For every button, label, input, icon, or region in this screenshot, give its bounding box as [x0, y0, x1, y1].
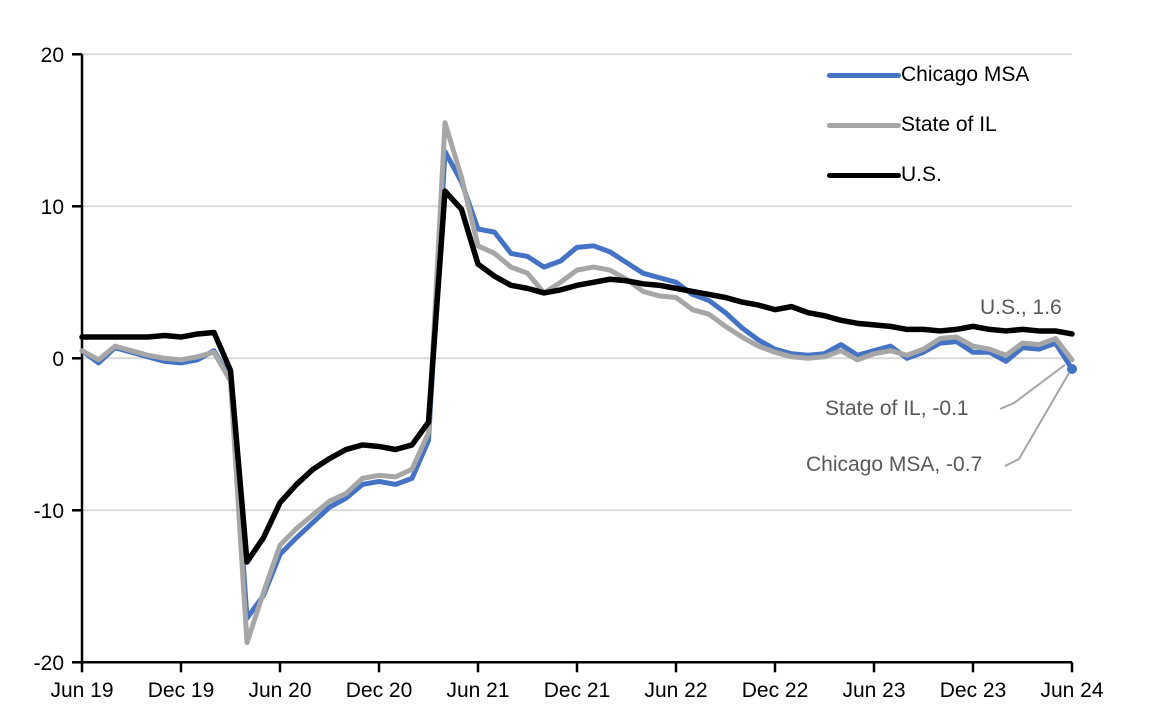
annotation-il-last-value: State of IL, -0.1	[825, 397, 969, 420]
legend-line-swatch-us	[827, 172, 901, 178]
leader-line-state-of-il	[999, 364, 1066, 410]
legend-line-swatch-chicago-msa	[827, 72, 901, 78]
legend-line-swatch-state-of-il	[827, 122, 901, 128]
series-line-state-of-il	[79, 120, 1075, 646]
y-tick-label: -20	[34, 652, 64, 675]
annotation-us-last-value: U.S., 1.6	[980, 296, 1062, 319]
x-tick-label: Jun 20	[248, 679, 311, 702]
legend-item-us: U.S.	[827, 161, 942, 189]
chicago-last-point-marker	[1067, 363, 1077, 374]
x-tick-label: Jun 21	[446, 679, 509, 702]
x-tick-label: Dec 23	[940, 679, 1007, 702]
legend-item-state-of-il: State of IL	[827, 111, 997, 139]
x-tick-label: Dec 19	[148, 679, 215, 702]
x-tick-label: Dec 21	[544, 679, 611, 702]
y-tick-label: 0	[52, 348, 64, 371]
x-tick-label: Jun 22	[644, 679, 707, 702]
x-tick-label: Dec 22	[742, 679, 809, 702]
x-tick-label: Jun 23	[842, 679, 905, 702]
legend-label-chicago-msa: Chicago MSA	[901, 63, 1030, 86]
leader-line-chicago-msa	[1004, 372, 1070, 467]
x-tick-label: Jun 19	[50, 679, 113, 702]
legend-item-chicago-msa: Chicago MSA	[827, 61, 1029, 89]
y-tick-label: 20	[41, 44, 64, 67]
y-tick-label: 10	[41, 196, 64, 219]
series-line-u-s	[79, 188, 1075, 565]
annotation-chicago-last-value: Chicago MSA, -0.7	[806, 453, 983, 476]
x-tick-label: Jun 24	[1040, 679, 1103, 702]
legend-label-state-of-il: State of IL	[901, 113, 997, 136]
y-tick-label: -10	[34, 500, 64, 523]
x-tick-label: Dec 20	[346, 679, 413, 702]
legend-label-us: U.S.	[901, 163, 942, 186]
